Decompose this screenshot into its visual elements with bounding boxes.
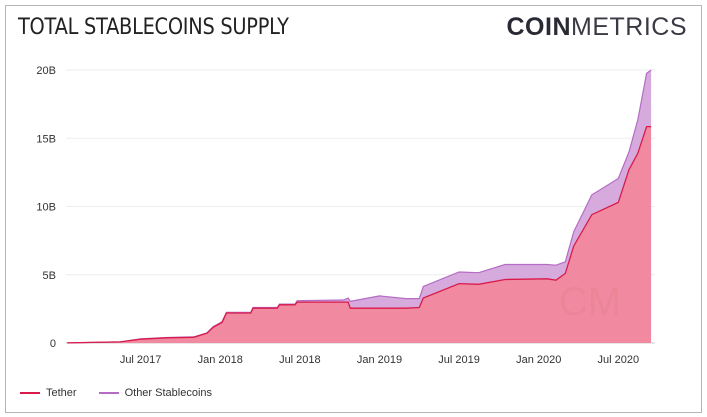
logo-light: METRICS: [571, 13, 687, 41]
chart-title: TOTAL STABLECOINS SUPPLY: [18, 15, 289, 40]
y-tick-label: 5B: [43, 270, 56, 282]
tether-area: [67, 126, 652, 343]
x-tick-label: Jan 2019: [357, 354, 402, 366]
other-stablecoins-area: [67, 70, 652, 343]
x-tick-label: Jul 2018: [279, 354, 321, 366]
legend-other-stablecoins[interactable]: Other Stablecoins: [124, 387, 213, 399]
y-tick-label: 0: [50, 338, 56, 350]
x-tick-label: Jul 2017: [120, 354, 162, 366]
watermark: CM: [559, 280, 621, 324]
legend-swatch-other: [98, 392, 119, 394]
x-tick-label: Jan 2018: [198, 354, 243, 366]
x-tick-label: Jan 2020: [516, 354, 561, 366]
legend-swatch-tether: [20, 392, 40, 394]
y-tick-label: 10B: [36, 202, 56, 214]
x-tick-label: Jul 2019: [438, 354, 480, 366]
logo-bold: COIN: [506, 13, 571, 41]
legend-tether[interactable]: Tether: [46, 387, 77, 399]
coinmetrics-logo: COINMETRICS: [507, 13, 688, 42]
y-tick-label: 20B: [36, 65, 56, 77]
legend: Tether Other Stablecoins: [20, 387, 212, 399]
tether-line: [67, 125, 652, 344]
x-tick-label: Jul 2020: [598, 354, 640, 366]
y-tick-label: 15B: [36, 133, 56, 145]
